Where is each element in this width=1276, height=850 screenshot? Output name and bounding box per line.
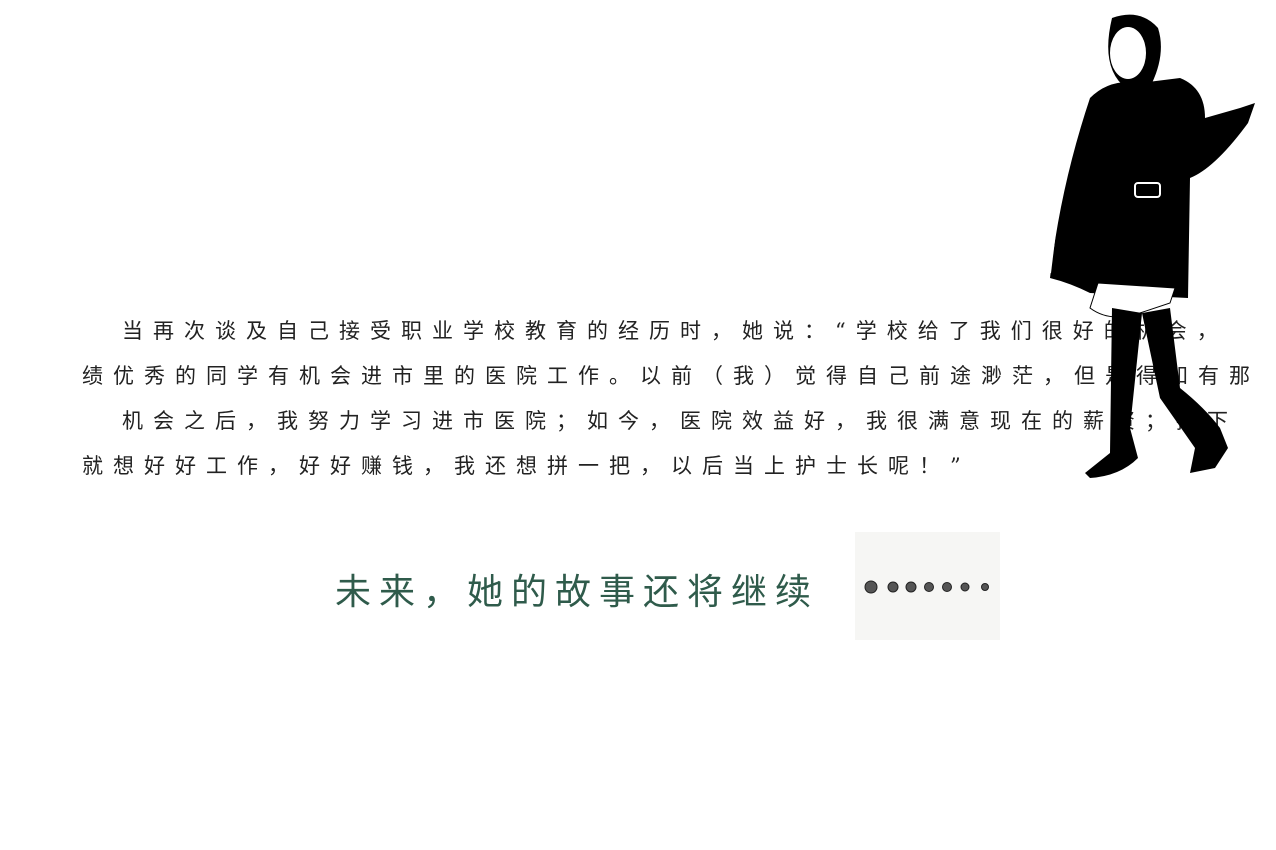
paragraph-line: 机会之后，我努力学习进市医院；如今，医院效益好，我很满意现在的薪资；接下 bbox=[122, 409, 1238, 433]
paragraph-line: 当再次谈及自己接受职业学校教育的经历时，她说：“学校给了我们很好的机会， bbox=[122, 319, 1228, 343]
heading: 未来，她的故事还将继续 bbox=[335, 572, 820, 613]
dots-decoration bbox=[855, 532, 1000, 640]
paragraph-line: 绩优秀的同学有机会进市里的医院工作。以前（我）觉得自己前途渺茫，但是得知有那 bbox=[82, 364, 1260, 388]
paragraph-line: 就想好好工作，好好赚钱，我还想拼一把，以后当上护士长呢！” bbox=[82, 454, 971, 478]
woman-silhouette bbox=[1049, 14, 1255, 478]
